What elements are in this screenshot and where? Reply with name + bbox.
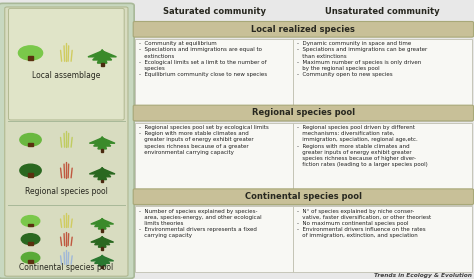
Polygon shape bbox=[28, 242, 33, 245]
Text: -  Dynamic community in space and time
-  Speciations and immigrations can be gr: - Dynamic community in space and time - … bbox=[297, 41, 427, 77]
Polygon shape bbox=[91, 219, 114, 224]
FancyBboxPatch shape bbox=[5, 7, 128, 276]
Polygon shape bbox=[99, 218, 106, 229]
Polygon shape bbox=[98, 167, 107, 180]
FancyBboxPatch shape bbox=[133, 189, 474, 205]
Text: Continental species pool: Continental species pool bbox=[245, 192, 362, 201]
Text: -  Number of species explained by species-
   area, species-energy, and other ec: - Number of species explained by species… bbox=[139, 209, 262, 239]
Bar bbox=[293, 206, 472, 272]
Polygon shape bbox=[28, 173, 33, 177]
FancyBboxPatch shape bbox=[9, 8, 124, 120]
Polygon shape bbox=[99, 236, 106, 247]
FancyBboxPatch shape bbox=[133, 105, 474, 121]
Polygon shape bbox=[98, 50, 107, 63]
Polygon shape bbox=[101, 149, 103, 152]
Circle shape bbox=[21, 216, 40, 227]
Polygon shape bbox=[95, 219, 110, 227]
Text: -  Community at equilibrium
-  Speciations and immigrations are equal to
   exti: - Community at equilibrium - Speciations… bbox=[139, 41, 267, 77]
Text: Unsaturated community: Unsaturated community bbox=[325, 7, 440, 16]
Polygon shape bbox=[95, 237, 110, 245]
Text: Local realized species: Local realized species bbox=[251, 25, 356, 34]
Bar bbox=[135, 39, 293, 121]
Polygon shape bbox=[90, 138, 115, 143]
Polygon shape bbox=[99, 255, 106, 266]
Polygon shape bbox=[101, 266, 103, 268]
Polygon shape bbox=[90, 169, 115, 174]
Bar bbox=[135, 206, 293, 272]
Text: -  Regional species pool driven by different
   mechanisms: diversification rate: - Regional species pool driven by differ… bbox=[297, 125, 428, 167]
Polygon shape bbox=[98, 137, 107, 149]
Polygon shape bbox=[28, 260, 33, 263]
Text: Saturated community: Saturated community bbox=[163, 7, 265, 16]
Polygon shape bbox=[95, 256, 110, 263]
Polygon shape bbox=[28, 143, 33, 146]
Text: Local assemblage: Local assemblage bbox=[32, 71, 100, 80]
Bar bbox=[293, 123, 472, 205]
Polygon shape bbox=[28, 223, 33, 227]
Polygon shape bbox=[101, 63, 104, 66]
Polygon shape bbox=[88, 51, 117, 57]
Text: Trends in Ecology & Evolution: Trends in Ecology & Evolution bbox=[374, 273, 472, 278]
Polygon shape bbox=[101, 229, 103, 232]
Text: Continental species pool: Continental species pool bbox=[19, 263, 113, 272]
Polygon shape bbox=[94, 137, 111, 146]
Circle shape bbox=[20, 164, 41, 177]
FancyBboxPatch shape bbox=[133, 21, 474, 37]
Polygon shape bbox=[93, 50, 112, 60]
Circle shape bbox=[20, 133, 41, 146]
Text: Regional species pool: Regional species pool bbox=[252, 109, 355, 117]
Text: -  Regional species pool set by ecological limits
-  Region with more stable cli: - Regional species pool set by ecologica… bbox=[139, 125, 269, 155]
Circle shape bbox=[21, 252, 40, 263]
Polygon shape bbox=[101, 180, 103, 182]
Text: -  N° of species explained by niche conser-
   vative, faster diversification, o: - N° of species explained by niche conse… bbox=[297, 209, 431, 239]
Polygon shape bbox=[27, 56, 34, 60]
Polygon shape bbox=[94, 168, 111, 177]
Polygon shape bbox=[91, 256, 114, 261]
Circle shape bbox=[21, 234, 40, 245]
Bar bbox=[293, 39, 472, 121]
Bar bbox=[135, 123, 293, 205]
FancyBboxPatch shape bbox=[0, 3, 134, 278]
Text: Regional species pool: Regional species pool bbox=[25, 187, 108, 196]
Polygon shape bbox=[101, 247, 103, 250]
Polygon shape bbox=[91, 237, 114, 242]
Circle shape bbox=[18, 46, 43, 60]
